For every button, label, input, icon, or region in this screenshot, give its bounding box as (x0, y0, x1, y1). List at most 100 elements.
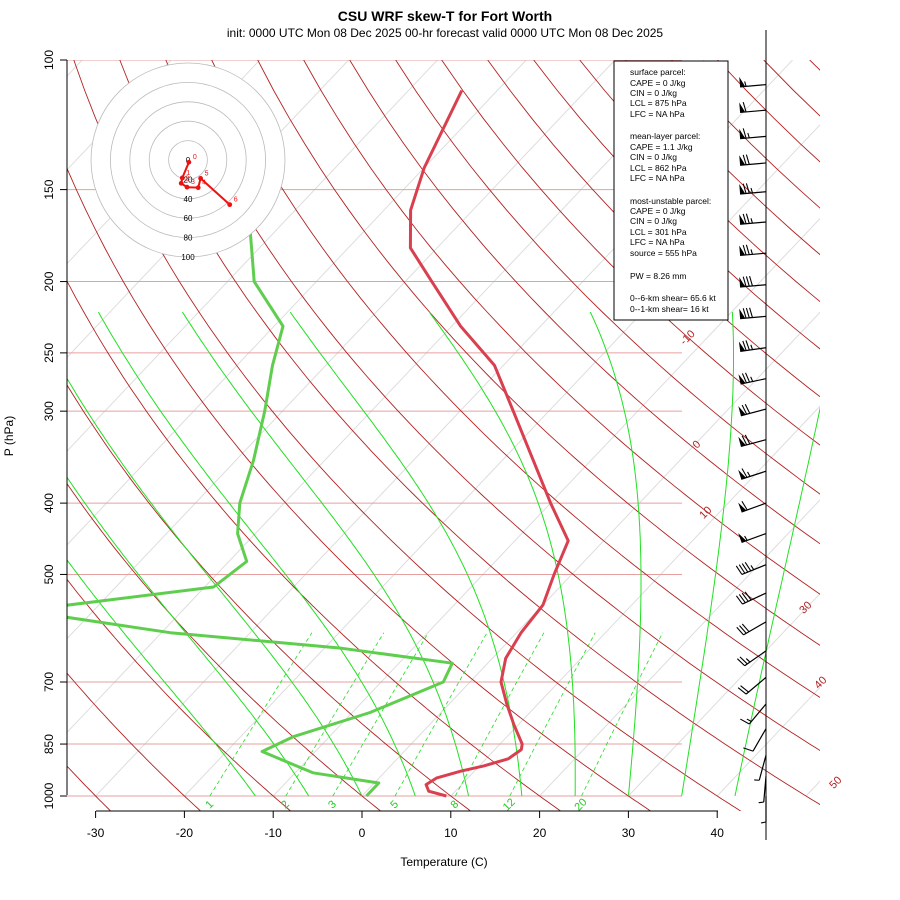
wind-barb-halfflag (744, 81, 747, 87)
wind-barb-flag (741, 592, 749, 602)
wind-barb-flag (741, 468, 748, 478)
wind-barb (739, 128, 767, 140)
hodograph-point (184, 184, 190, 190)
wind-barb-pennant (738, 469, 747, 480)
hodograph-height-label: 4 (202, 180, 206, 187)
wind-barb (760, 796, 767, 824)
wind-barb-flag (739, 656, 748, 665)
wind-barb-pennant (739, 76, 746, 87)
isotherm-line (716, 686, 820, 797)
wind-barb-halfflag (747, 132, 750, 139)
wind-barb-pennant (739, 277, 746, 288)
wind-barb-flag (735, 565, 743, 575)
dry-adiabat-label: 10 (697, 504, 714, 521)
isotherm-line (450, 405, 820, 797)
wind-barb-pennant (739, 245, 746, 256)
wind-barb-pennant (738, 502, 747, 513)
x-tick-label: -10 (265, 826, 283, 840)
wind-barb (738, 434, 767, 447)
wind-barb (738, 500, 767, 513)
wind-barb (737, 676, 767, 695)
hodograph-ring-label: 80 (184, 234, 193, 243)
wind-barb-staff (740, 191, 767, 195)
wind-barb-flag (742, 101, 747, 113)
wind-barb (739, 154, 767, 166)
wind-barb-flag (741, 500, 748, 511)
wind-barb (738, 533, 767, 544)
hodograph-height-label: 0 (193, 154, 197, 161)
wind-barb (758, 776, 767, 804)
dry-adiabat-line (67, 280, 562, 811)
hodograph-point (227, 202, 233, 208)
hodograph-ring-label: 100 (181, 253, 195, 262)
wind-barb (736, 621, 767, 636)
wind-barb-staff (740, 252, 767, 257)
wind-barb-flag (744, 591, 752, 601)
wind-barb-halfflag (744, 535, 748, 541)
wind-barb-flag (736, 658, 746, 667)
wind-barbs (735, 30, 767, 840)
mu-cape: CAPE = 0 J/kg (630, 206, 686, 216)
wind-barb-pennant (738, 436, 746, 447)
shear-0-1km: 0--1-km shear= 16 kt (630, 304, 709, 314)
isotherm-line (67, 60, 705, 734)
dry-adiabat-line (856, 60, 900, 812)
wind-barb-flag (742, 308, 747, 319)
isotherm-line (272, 217, 820, 797)
moist-adiabat-line (67, 476, 310, 797)
wind-barb-halfflag (750, 376, 754, 382)
dry-adiabat-label: 40 (812, 674, 829, 691)
x-tick-label: -30 (87, 826, 105, 840)
chart-title: CSU WRF skew-T for Fort Worth (338, 8, 552, 24)
hodograph-height-label: 6 (234, 197, 238, 204)
wind-barb (739, 183, 767, 195)
wind-barb-flag (741, 404, 748, 415)
temperature-profile-line (408, 89, 570, 798)
mixing-ratio-line (581, 632, 664, 797)
wind-barb-flag (735, 595, 743, 605)
wind-barb-flag (736, 626, 744, 636)
isotherm-line (361, 311, 820, 797)
wind-barb-halfflag (750, 344, 754, 350)
wind-barb (754, 754, 767, 781)
wind-barb-flag (740, 718, 750, 725)
wind-barb-pennant (739, 102, 746, 113)
isotherm-line (67, 60, 438, 452)
wind-barb-staff (752, 728, 767, 752)
wind-barb-pennant (739, 184, 746, 194)
wind-barb-flag (737, 687, 747, 695)
isotherm-line (67, 60, 616, 640)
wind-barb-flag (742, 244, 747, 256)
hodograph-ring (129, 101, 247, 219)
dry-adiabat-line (257, 60, 820, 646)
wind-barb-pennant (738, 374, 746, 385)
wind-barb-flag (745, 183, 750, 194)
mixing-ratio-label: 5 (388, 798, 401, 811)
hodograph-height-label: 2 (185, 175, 189, 182)
dry-adiabat-line (395, 60, 820, 495)
wind-barb-halfflag (760, 821, 767, 824)
wind-barb-pennant (738, 406, 746, 416)
x-tick-label: -20 (176, 826, 194, 840)
wind-barb-halfflag (750, 249, 753, 255)
mu-source: source = 555 hPa (630, 248, 697, 258)
hodograph-ring (168, 140, 208, 180)
wind-barb-flag (741, 563, 749, 573)
wind-barb (735, 562, 767, 576)
meanlayer-lfc: LFC = NA hPa (630, 173, 685, 183)
wind-barb-pennant (739, 155, 746, 166)
sounding-profiles (67, 89, 570, 798)
wind-barb-staff (745, 676, 767, 695)
meanlayer-parcel-title: mean-layer parcel: (630, 131, 700, 141)
wind-barb-staff (740, 284, 767, 288)
y-tick-label: 100 (42, 50, 56, 70)
surface-lcl: LCL = 875 hPa (630, 98, 687, 108)
mu-lcl: LCL = 301 hPa (630, 227, 687, 237)
x-axis-label: Temperature (C) (400, 855, 487, 869)
wind-barb-flag (745, 372, 751, 383)
wind-barb-flag (744, 403, 751, 414)
wind-barb-flag (745, 276, 750, 287)
dry-adiabat-line (211, 60, 820, 699)
hodograph-ring-label: 40 (184, 195, 193, 204)
wind-barb-halfflag (745, 658, 751, 663)
